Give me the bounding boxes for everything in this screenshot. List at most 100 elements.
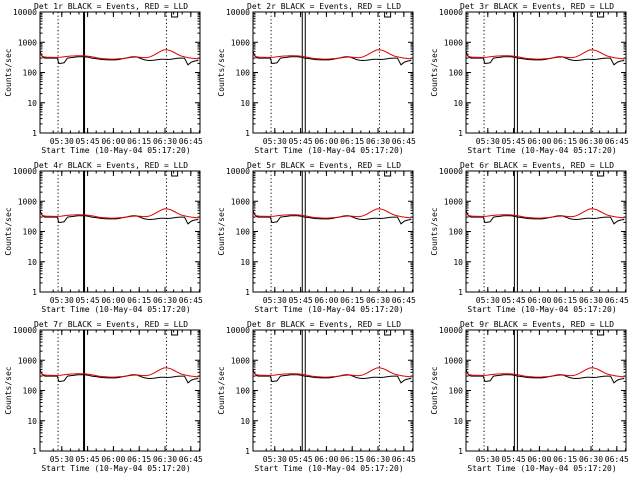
- events-series-line: [39, 210, 199, 225]
- y-tick-label: 10: [240, 258, 250, 267]
- x-tick-label: 06:45: [392, 137, 416, 146]
- x-tick-label: 06:45: [179, 137, 203, 146]
- x-tick-label: 05:45: [76, 296, 100, 305]
- saa-bracket: [597, 12, 605, 18]
- x-axis-label: Start Time (10-May-04 05:17:20): [254, 464, 403, 473]
- x-tick-label: 06:45: [179, 296, 203, 305]
- x-tick-label: 06:30: [366, 137, 390, 146]
- x-tick-label: 06:15: [340, 455, 364, 464]
- lld-series-line: [465, 49, 625, 60]
- y-tick-label: 1000: [18, 197, 37, 206]
- plot-frame: [252, 329, 414, 452]
- detector-panel: Det 7r BLACK = Events, RED = LLD 1 10 100 10…: [4, 320, 203, 473]
- saa-bracket: [171, 12, 179, 18]
- y-tick-label: 100: [23, 387, 38, 396]
- y-tick-label: 1000: [18, 356, 37, 365]
- y-tick-label: 10000: [439, 8, 463, 17]
- y-tick-label: 100: [236, 387, 251, 396]
- x-tick-label: 06:15: [553, 455, 577, 464]
- y-tick-label: 100: [449, 228, 464, 237]
- x-tick-label: 05:30: [50, 455, 74, 464]
- y-tick-label: 1: [458, 447, 463, 456]
- detector-panel: Det 5r BLACK = Events, RED = LLD 1 10 100 10…: [217, 161, 416, 314]
- y-tick-label: 10: [27, 258, 37, 267]
- panel-title: Det 1r BLACK = Events, RED = LLD: [34, 2, 188, 11]
- x-tick-label: 05:45: [76, 455, 100, 464]
- y-tick-label: 10000: [226, 8, 250, 17]
- x-axis-label: Start Time (10-May-04 05:17:20): [41, 146, 190, 155]
- x-tick-label: 06:45: [605, 455, 629, 464]
- detector-panel: Det 2r BLACK = Events, RED = LLD 1 10 100 10…: [217, 2, 416, 155]
- y-tick-label: 1: [458, 129, 463, 138]
- y-tick-label: 1: [32, 447, 37, 456]
- x-tick-label: 06:30: [153, 296, 177, 305]
- y-tick-label: 1: [245, 288, 250, 297]
- y-tick-label: 100: [23, 69, 38, 78]
- y-tick-label: 10000: [226, 167, 250, 176]
- x-axis-label: Start Time (10-May-04 05:17:20): [467, 305, 616, 314]
- y-tick-label: 10: [240, 417, 250, 426]
- x-tick-label: 05:30: [263, 296, 287, 305]
- lld-series-line: [252, 367, 412, 378]
- x-tick-label: 06:15: [553, 137, 577, 146]
- x-tick-label: 06:15: [553, 296, 577, 305]
- panel-title: Det 5r BLACK = Events, RED = LLD: [247, 161, 401, 170]
- x-tick-label: 06:00: [527, 137, 551, 146]
- plot-frame: [465, 170, 627, 293]
- x-tick-label: 05:45: [289, 137, 313, 146]
- events-series-line: [39, 51, 199, 66]
- y-tick-label: 10000: [13, 167, 37, 176]
- lld-series-line: [39, 208, 199, 219]
- x-tick-label: 06:00: [527, 455, 551, 464]
- detector-panel: Det 1r BLACK = Events, RED = LLD 1 10 100 10…: [4, 2, 203, 155]
- x-tick-label: 06:45: [605, 137, 629, 146]
- x-tick-label: 06:30: [153, 455, 177, 464]
- x-tick-label: 05:30: [50, 137, 74, 146]
- events-series-line: [252, 369, 412, 384]
- x-tick-label: 05:30: [263, 455, 287, 464]
- y-axis-label: Counts/sec: [217, 48, 226, 96]
- panel-title: Det 6r BLACK = Events, RED = LLD: [460, 161, 614, 170]
- events-series-line: [465, 369, 625, 384]
- lld-series-line: [252, 208, 412, 219]
- x-tick-label: 06:00: [101, 296, 125, 305]
- panel-title: Det 8r BLACK = Events, RED = LLD: [247, 320, 401, 329]
- events-series-line: [252, 210, 412, 225]
- panel-title: Det 9r BLACK = Events, RED = LLD: [460, 320, 614, 329]
- y-tick-label: 1: [245, 447, 250, 456]
- y-tick-label: 10: [453, 417, 463, 426]
- events-series-line: [465, 210, 625, 225]
- detector-panel: Det 8r BLACK = Events, RED = LLD 1 10 100 10…: [217, 320, 416, 473]
- x-tick-label: 06:00: [314, 137, 338, 146]
- plot-frame: [39, 329, 201, 452]
- y-axis-label: Counts/sec: [217, 366, 226, 414]
- x-axis-label: Start Time (10-May-04 05:17:20): [254, 146, 403, 155]
- x-axis-label: Start Time (10-May-04 05:17:20): [41, 305, 190, 314]
- y-tick-label: 1000: [18, 38, 37, 47]
- x-tick-label: 05:30: [476, 296, 500, 305]
- lld-series-line: [252, 49, 412, 60]
- x-tick-label: 06:45: [392, 455, 416, 464]
- y-tick-label: 10000: [439, 326, 463, 335]
- x-axis-label: Start Time (10-May-04 05:17:20): [467, 464, 616, 473]
- x-tick-label: 05:45: [502, 455, 526, 464]
- events-series-line: [39, 369, 199, 384]
- y-tick-label: 1: [458, 288, 463, 297]
- detector-panel: Det 9r BLACK = Events, RED = LLD 1 10 100 10…: [430, 320, 629, 473]
- x-tick-label: 06:30: [366, 455, 390, 464]
- x-tick-label: 05:30: [476, 455, 500, 464]
- panel-title: Det 2r BLACK = Events, RED = LLD: [247, 2, 401, 11]
- x-axis-label: Start Time (10-May-04 05:17:20): [254, 305, 403, 314]
- x-tick-label: 05:45: [289, 296, 313, 305]
- plot-frame: [465, 11, 627, 134]
- y-tick-label: 1: [245, 129, 250, 138]
- y-tick-label: 10: [453, 99, 463, 108]
- x-tick-label: 05:30: [50, 296, 74, 305]
- y-axis-label: Counts/sec: [430, 48, 439, 96]
- saa-bracket: [171, 330, 179, 336]
- lld-series-line: [465, 367, 625, 378]
- panel-title: Det 3r BLACK = Events, RED = LLD: [460, 2, 614, 11]
- y-tick-label: 1000: [231, 197, 250, 206]
- x-tick-label: 06:00: [101, 455, 125, 464]
- y-tick-label: 1000: [444, 356, 463, 365]
